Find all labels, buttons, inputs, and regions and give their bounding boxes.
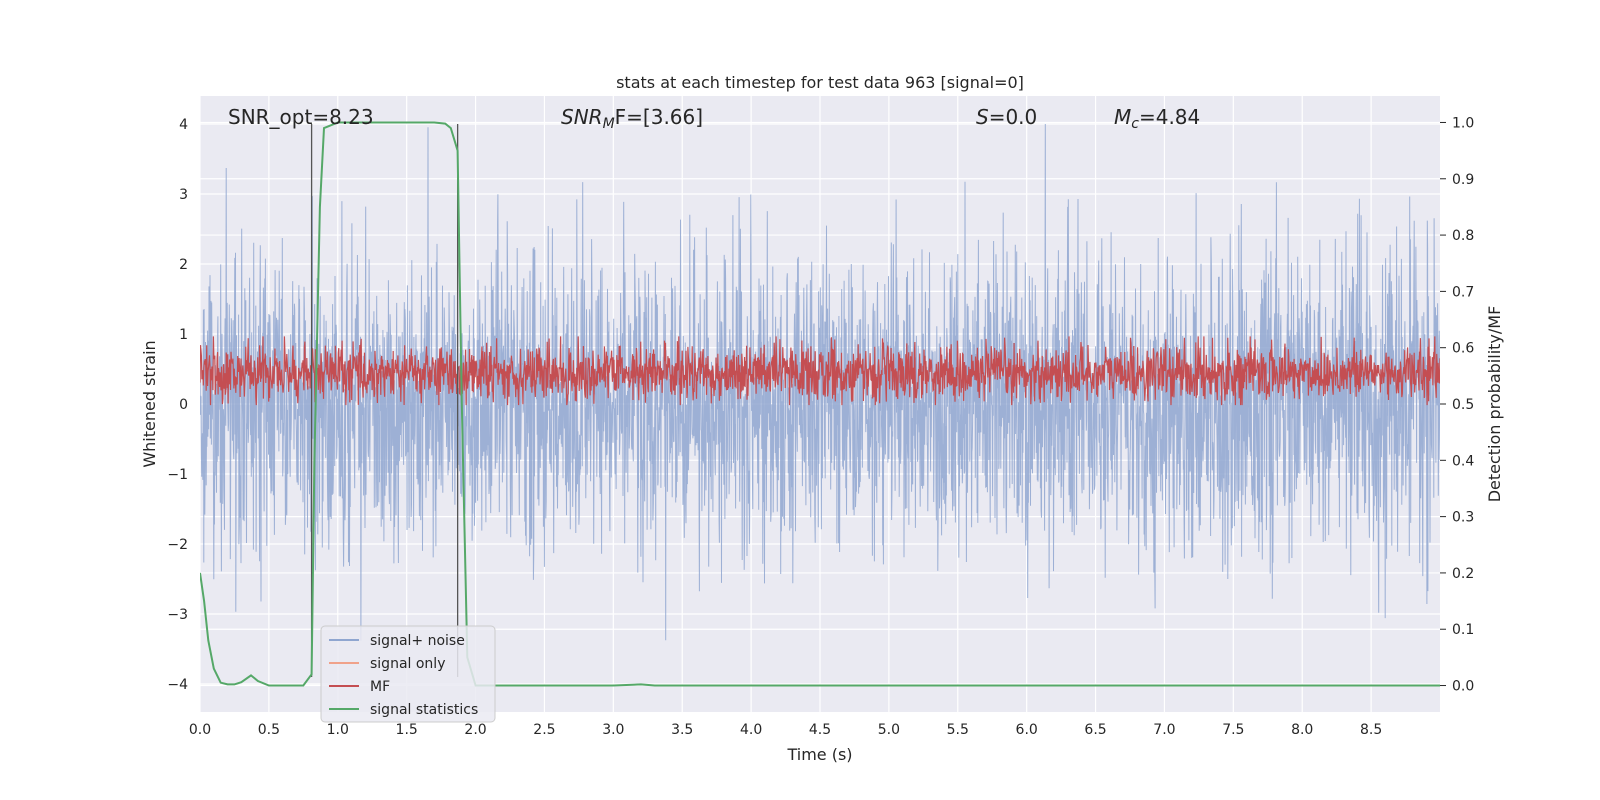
x-tick-label: 6.5 — [1084, 722, 1106, 738]
right-y-axis-label: Detection probability/MF — [1485, 306, 1504, 503]
annotation-snr-mf-rest: F=[3.66] — [615, 105, 703, 129]
legend-label-signal-noise: signal+ noise — [370, 633, 465, 649]
chart-title: stats at each timestep for test data 963… — [616, 73, 1024, 92]
x-tick-label: 5.5 — [947, 722, 969, 738]
y-left-tick-label: 4 — [179, 117, 188, 133]
y-left-tick-label: 3 — [179, 187, 188, 203]
legend: signal+ noise signal only MF signal stat… — [320, 625, 496, 723]
y-right-tick-label: 0.7 — [1452, 284, 1474, 300]
x-tick-label: 3.0 — [602, 722, 624, 738]
annotation-snr-opt: SNR_opt=8.23 — [228, 105, 374, 129]
y-left-tick-label: −3 — [167, 607, 188, 623]
x-tick-label: 4.0 — [740, 722, 762, 738]
x-tick-label: 8.5 — [1360, 722, 1382, 738]
y-right-tick-label: 0.0 — [1452, 679, 1474, 695]
x-axis-ticks: 0.0 0.5 1.0 1.5 2.0 2.5 3.0 3.5 4.0 4.5 5.0 5.5 6.0 6… — [189, 722, 1382, 738]
x-tick-label: 7.5 — [1222, 722, 1244, 738]
x-tick-label: 2.0 — [464, 722, 486, 738]
y-left-tick-label: −2 — [167, 537, 188, 553]
x-tick-label: 0.0 — [189, 722, 211, 738]
annotation-s-rest: =0.0 — [989, 105, 1038, 129]
y-left-tick-label: 1 — [179, 327, 188, 343]
y-left-tick-label: 0 — [179, 397, 188, 413]
annotation-s-main: S — [976, 105, 989, 129]
x-tick-label: 2.5 — [533, 722, 555, 738]
x-tick-label: 5.0 — [878, 722, 900, 738]
y-right-tick-label: 0.8 — [1452, 228, 1474, 244]
annotation-snr-mf-sub: M — [603, 116, 615, 132]
y-left-tick-label: −4 — [167, 677, 188, 693]
y-left-tick-label: −1 — [167, 467, 188, 483]
x-tick-label: 0.5 — [258, 722, 280, 738]
x-tick-label: 3.5 — [671, 722, 693, 738]
series-signal-noise — [200, 123, 1440, 641]
annotation-mc-main: M — [1114, 105, 1131, 129]
x-tick-label: 7.0 — [1153, 722, 1175, 738]
line-signal-statistics — [200, 121, 1440, 687]
vertical-markers — [310, 124, 459, 677]
legend-box — [320, 625, 496, 723]
x-tick-label: 1.5 — [396, 722, 418, 738]
y-right-tick-label: 0.5 — [1452, 397, 1474, 413]
y-right-tick-label: 0.1 — [1452, 622, 1474, 638]
y-right-tick-label: 0.4 — [1452, 453, 1474, 469]
annotation-mc: Mc=4.84 — [1114, 105, 1200, 132]
legend-label-mf: MF — [370, 679, 390, 695]
y-right-tick-label: 0.6 — [1452, 341, 1474, 357]
x-tick-label: 6.0 — [1016, 722, 1038, 738]
y-right-tick-label: 0.2 — [1452, 566, 1474, 582]
y-right-tick-label: 0.3 — [1452, 510, 1474, 526]
legend-label-signal-only: signal only — [370, 656, 445, 672]
annotation-mc-rest: =4.84 — [1139, 105, 1200, 129]
series-signal-statistics — [200, 121, 1440, 687]
x-tick-label: 1.0 — [327, 722, 349, 738]
legend-label-signal-statistics: signal statistics — [370, 702, 478, 718]
x-axis-label: Time (s) — [786, 745, 852, 764]
line-mf — [200, 336, 1440, 406]
line-signal-noise — [200, 123, 1440, 641]
y-right-tick-label: 0.9 — [1452, 172, 1474, 188]
x-tick-label: 8.0 — [1291, 722, 1313, 738]
series-mf — [200, 336, 1440, 406]
annotation-mc-sub: c — [1131, 116, 1139, 132]
y-right-tick-label: 1.0 — [1452, 115, 1474, 131]
left-y-axis-label: Whitened strain — [140, 340, 159, 467]
y-left-tick-label: 2 — [179, 257, 188, 273]
annotation-snr-mf-main: SNR — [561, 105, 603, 129]
left-y-axis-ticks: −4 −3 −2 −1 0 1 2 3 4 — [167, 117, 188, 693]
annotation-snr-mf: SNRMF=[3.66] — [561, 105, 703, 132]
right-y-axis-ticks: 0.0 0.1 0.2 0.3 0.4 0.5 0.6 0.7 0.8 0.9 1.0 — [1440, 115, 1474, 695]
x-tick-label: 4.5 — [809, 722, 831, 738]
annotation-s: S=0.0 — [976, 105, 1037, 129]
